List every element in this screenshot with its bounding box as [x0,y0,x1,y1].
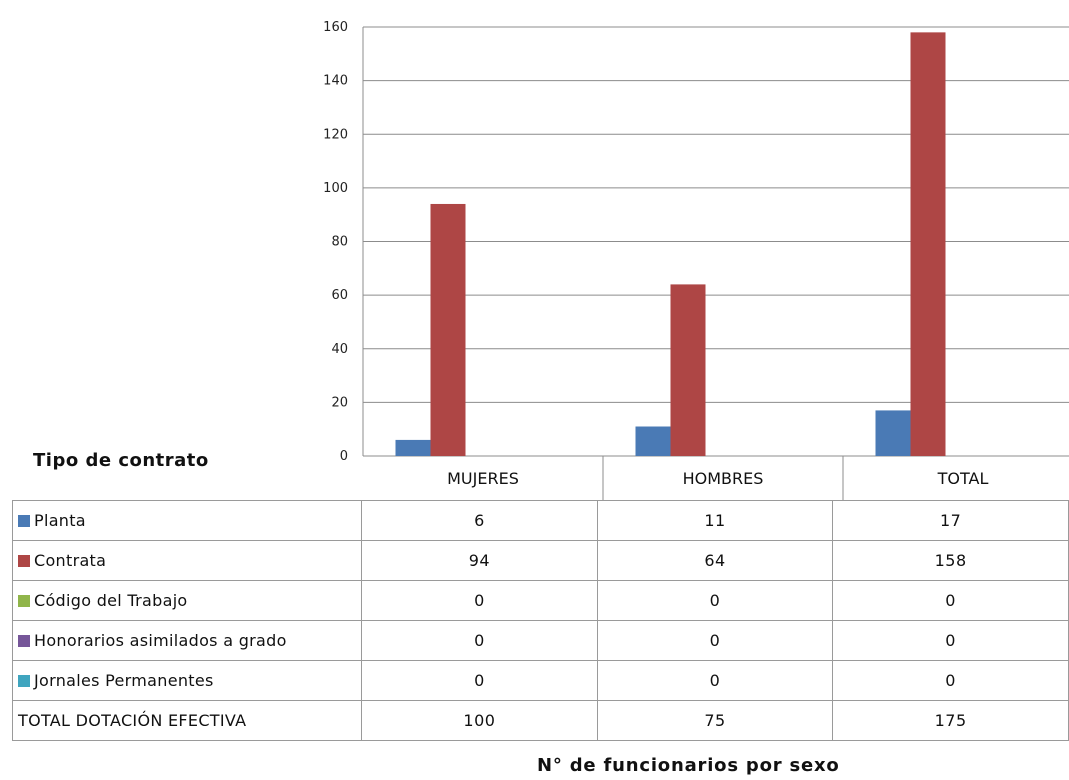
legend-swatch [18,515,30,527]
table-cell: 11 [596,500,834,541]
table-cell: 0 [596,620,834,661]
table-cell: 0 [361,620,598,661]
legend-label: Planta [34,511,86,530]
table-cell: 0 [832,620,1069,661]
table-row: Honorarios asimilados a grado 0 0 0 [11,620,1069,661]
row-label: TOTAL DOTACIÓN EFECTIVA [11,700,363,741]
table-row: Planta 6 11 17 [11,500,1069,541]
table-cell: 0 [361,580,598,621]
table-cell: 64 [596,540,834,581]
bar-chart: 0 20 40 60 80 100 120 140 160 MUJERES HOMBRES TOTAL [323,20,1069,500]
table-cell: 0 [832,580,1069,621]
bar-contrata [670,284,706,456]
y-tick-label: 100 [323,181,348,196]
legend-swatch [18,635,30,647]
x-category-label: MUJERES [447,469,519,488]
table-row: Jornales Permanentes 0 0 0 [11,660,1069,701]
table-cell: 0 [361,660,598,701]
bar-planta [395,439,431,456]
legend-label: Jornales Permanentes [34,671,214,690]
table-cell: 94 [361,540,598,581]
y-tick-label: 20 [331,395,348,410]
table-cell: 75 [596,700,834,741]
legend-swatch [18,675,30,687]
row-label: Planta [11,500,363,541]
y-tick-label: 140 [323,74,348,89]
y-tick-label: 160 [323,20,348,35]
y-tick-label: 60 [331,288,348,303]
y-tick-label: 40 [331,342,348,357]
y-tick-label: 0 [340,449,348,464]
legend-label: TOTAL DOTACIÓN EFECTIVA [18,711,247,730]
bar-contrata [910,32,946,457]
row-label: Jornales Permanentes [11,660,363,701]
table-cell: 158 [832,540,1069,581]
x-axis-title: N° de funcionarios por sexo [537,755,840,776]
table-row: TOTAL DOTACIÓN EFECTIVA 100 75 175 [11,700,1069,741]
row-header-title: Tipo de contrato [33,450,209,471]
y-tick-label: 120 [323,127,348,142]
x-category-label: HOMBRES [683,469,764,488]
row-label: Honorarios asimilados a grado [11,620,363,661]
table-row: Contrata 94 64 158 [11,540,1069,581]
table-cell: 100 [361,700,598,741]
legend-label: Código del Trabajo [34,591,188,610]
legend-swatch [18,555,30,567]
table-row: Código del Trabajo 0 0 0 [11,580,1069,621]
legend-label: Contrata [34,551,107,570]
legend-swatch [18,595,30,607]
table-cell: 175 [832,700,1069,741]
y-tick-label: 80 [331,235,348,250]
row-label: Contrata [11,540,363,581]
table-cell: 0 [596,580,834,621]
table-cell: 17 [832,500,1069,541]
x-category-label: TOTAL [937,469,989,488]
legend-label: Honorarios asimilados a grado [34,631,287,650]
table-cell: 0 [832,660,1069,701]
bar-planta [635,426,671,456]
bar-planta [875,410,911,456]
table-cell: 6 [361,500,598,541]
row-label: Código del Trabajo [11,580,363,621]
bar-contrata [430,203,466,456]
table-cell: 0 [596,660,834,701]
data-table: Planta 6 11 17 Contrata 94 64 158 Código del Tra… [11,500,1069,741]
